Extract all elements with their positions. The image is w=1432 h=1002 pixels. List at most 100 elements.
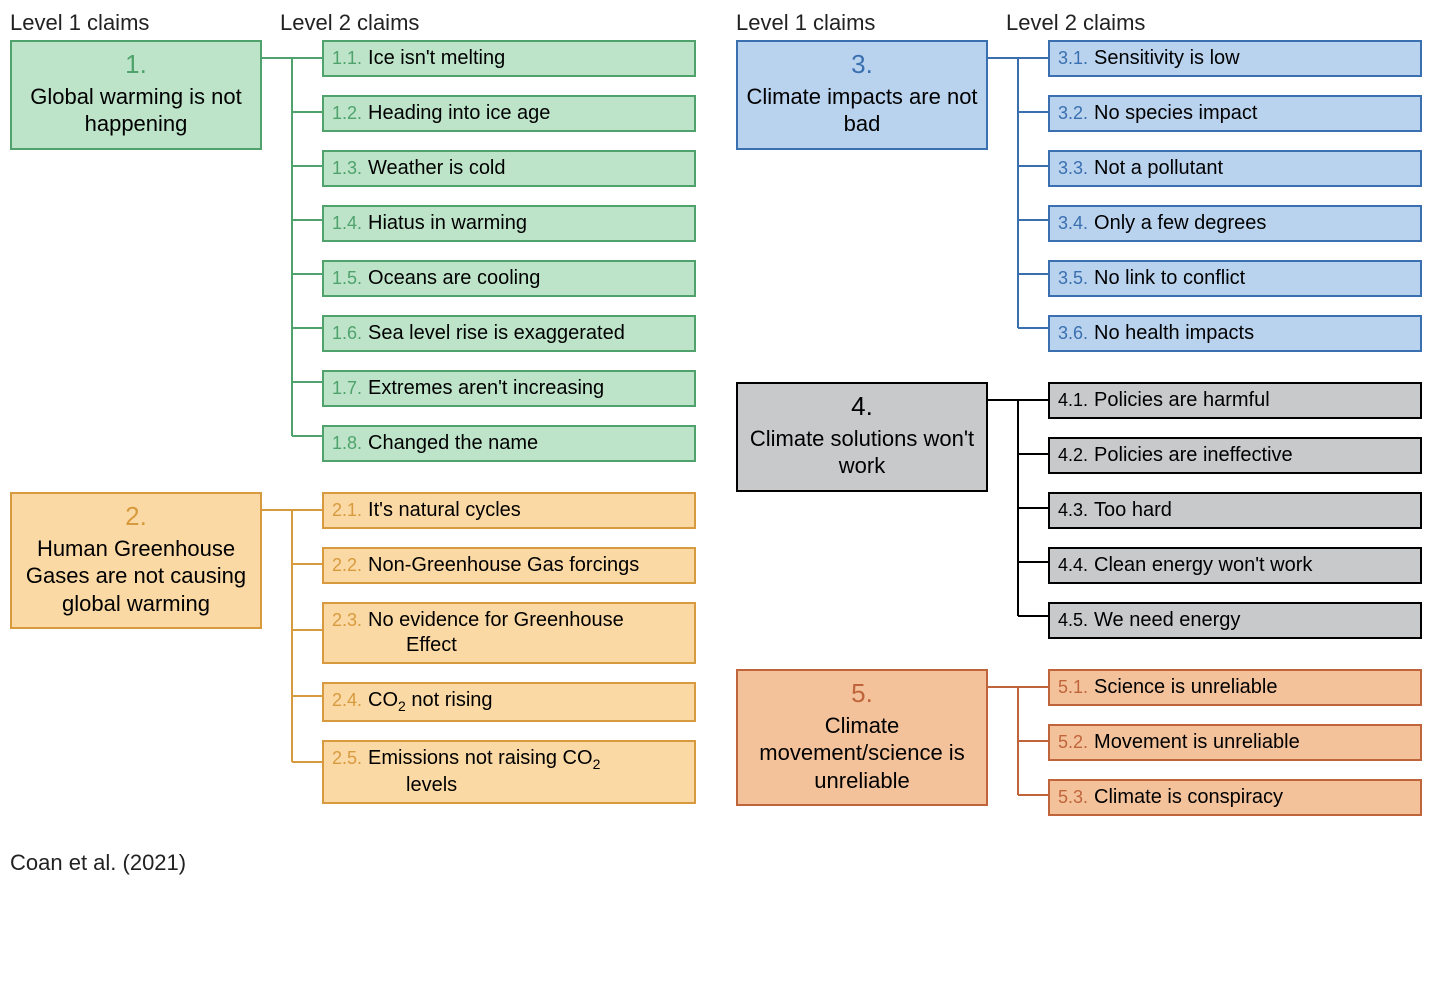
l2-box: 4.5. We need energy (1048, 602, 1422, 639)
column-headers: Level 1 claimsLevel 2 claims (10, 10, 696, 36)
l2-number: 5.2. (1058, 731, 1088, 754)
l2-stack: 1.1. Ice isn't melting 1.2. Heading into ic… (322, 40, 696, 462)
l1-box: 2.Human Greenhouse Gases are not causing… (10, 492, 262, 629)
l2-text: Oceans are cooling (368, 266, 540, 291)
l2-box: 3.3. Not a pollutant (1048, 150, 1422, 187)
l2-box: 2.4. CO2 not rising (322, 682, 696, 722)
l2-box: 1.3.Weather is cold (322, 150, 696, 187)
header-l1: Level 1 claims (736, 10, 1006, 36)
l2-stack: 3.1.Sensitivity is low 3.2. No species imp… (1048, 40, 1422, 352)
l2-box: 1.6. Sea level rise is exaggerated (322, 315, 696, 352)
l2-number: 3.6. (1058, 322, 1088, 345)
l2-number: 5.1. (1058, 676, 1088, 699)
l2-box: 2.1. It's natural cycles (322, 492, 696, 529)
l2-text: Heading into ice age (368, 101, 550, 126)
column-headers: Level 1 claimsLevel 2 claims (736, 10, 1422, 36)
l2-box: 3.5. No link to conflict (1048, 260, 1422, 297)
column-1: Level 1 claimsLevel 2 claims 1.Global war… (10, 10, 696, 846)
citation: Coan et al. (2021) (10, 850, 1422, 876)
l2-text: Policies are harmful (1094, 388, 1270, 413)
l2-number: 4.4. (1058, 554, 1088, 577)
l2-text: No evidence for GreenhouseEffect (368, 608, 624, 658)
l2-text: Not a pollutant (1094, 156, 1223, 181)
l2-box: 5.2. Movement is unreliable (1048, 724, 1422, 761)
l2-text: Hiatus in warming (368, 211, 527, 236)
l2-text: Ice isn't melting (368, 46, 505, 71)
l2-text: Only a few degrees (1094, 211, 1266, 236)
connector (262, 40, 322, 454)
l2-text: Sea level rise is exaggerated (368, 321, 625, 346)
group-4: 4.Climate solutions won't work 4.1. Polici… (736, 382, 1422, 639)
l2-number: 1.1. (332, 47, 362, 70)
group-2: 2.Human Greenhouse Gases are not causing… (10, 492, 696, 804)
l2-number: 3.2. (1058, 102, 1088, 125)
l2-box: 5.1.Science is unreliable (1048, 669, 1422, 706)
l2-box: 1.1. Ice isn't melting (322, 40, 696, 77)
l2-text: We need energy (1094, 608, 1240, 633)
taxonomy-grid: Level 1 claimsLevel 2 claims1.Global war… (10, 10, 1422, 846)
l2-box: 4.2. Policies are ineffective (1048, 437, 1422, 474)
connector (988, 382, 1048, 634)
l1-title: Global warming is not happening (30, 84, 242, 137)
l2-text: Emissions not raising CO2levels (368, 746, 600, 799)
l2-number: 3.5. (1058, 267, 1088, 290)
l2-stack: 4.1. Policies are harmful 4.2. Policies are… (1048, 382, 1422, 639)
l2-box: 3.1.Sensitivity is low (1048, 40, 1422, 77)
l2-text: Weather is cold (368, 156, 505, 181)
l2-number: 3.3. (1058, 157, 1088, 180)
l2-box: 2.5. Emissions not raising CO2levels (322, 740, 696, 805)
l2-number: 4.2. (1058, 444, 1088, 467)
l2-box: 1.5.Oceans are cooling (322, 260, 696, 297)
l2-box: 4.4. Clean energy won't work (1048, 547, 1422, 584)
l2-stack: 2.1. It's natural cycles 2.2.Non-Greenhous… (322, 492, 696, 804)
l2-text: Extremes aren't increasing (368, 376, 604, 401)
l2-text: Policies are ineffective (1094, 443, 1293, 468)
header-l1: Level 1 claims (10, 10, 280, 36)
l2-text: Movement is unreliable (1094, 730, 1300, 755)
l2-number: 2.4. (332, 689, 362, 712)
l2-text: Too hard (1094, 498, 1172, 523)
l2-text: No link to conflict (1094, 266, 1245, 291)
l2-text: CO2 not rising (368, 688, 493, 716)
l2-number: 2.5. (332, 747, 362, 770)
l2-number: 1.7. (332, 377, 362, 400)
l2-number: 4.1. (1058, 389, 1088, 412)
l1-title: Climate impacts are not bad (746, 84, 977, 137)
header-l2: Level 2 claims (1006, 10, 1422, 36)
l2-box: 1.8. Changed the name (322, 425, 696, 462)
l2-number: 2.1. (332, 499, 362, 522)
l2-text: It's natural cycles (368, 498, 521, 523)
l2-box: 2.2.Non-Greenhouse Gas forcings (322, 547, 696, 584)
l1-number: 4. (746, 390, 978, 423)
l2-number: 3.1. (1058, 47, 1088, 70)
l2-box: 4.3. Too hard (1048, 492, 1422, 529)
column-2: Level 1 claimsLevel 2 claims 3.Climate im… (736, 10, 1422, 846)
l1-box: 5.Climate movement/science is unreliable (736, 669, 988, 806)
l2-number: 3.4. (1058, 212, 1088, 235)
l2-box: 1.4.Hiatus in warming (322, 205, 696, 242)
l1-title: Human Greenhouse Gases are not causing g… (26, 536, 246, 616)
group-5: 5.Climate movement/science is unreliable… (736, 669, 1422, 816)
l2-number: 1.2. (332, 102, 362, 125)
l2-box: 3.2. No species impact (1048, 95, 1422, 132)
group-3: 3.Climate impacts are not bad 3.1.Sensiti… (736, 40, 1422, 352)
l2-text: Changed the name (368, 431, 538, 456)
l2-text: Climate is conspiracy (1094, 785, 1283, 810)
l2-text: Clean energy won't work (1094, 553, 1312, 578)
l2-number: 1.6. (332, 322, 362, 345)
l2-text: No health impacts (1094, 321, 1254, 346)
l2-stack: 5.1.Science is unreliable 5.2. Movement is… (1048, 669, 1422, 816)
l2-box: 1.7. Extremes aren't increasing (322, 370, 696, 407)
group-1: 1.Global warming is not happening 1.1. Ice… (10, 40, 696, 462)
l2-box: 5.3. Climate is conspiracy (1048, 779, 1422, 816)
l1-box: 3.Climate impacts are not bad (736, 40, 988, 150)
l2-box: 1.2. Heading into ice age (322, 95, 696, 132)
l2-text: No species impact (1094, 101, 1257, 126)
l2-number: 4.3. (1058, 499, 1088, 522)
l1-title: Climate movement/science is unreliable (759, 713, 964, 793)
l1-title: Climate solutions won't work (750, 426, 974, 479)
l2-number: 5.3. (1058, 786, 1088, 809)
l1-number: 1. (20, 48, 252, 81)
l2-number: 1.8. (332, 432, 362, 455)
l2-number: 4.5. (1058, 609, 1088, 632)
